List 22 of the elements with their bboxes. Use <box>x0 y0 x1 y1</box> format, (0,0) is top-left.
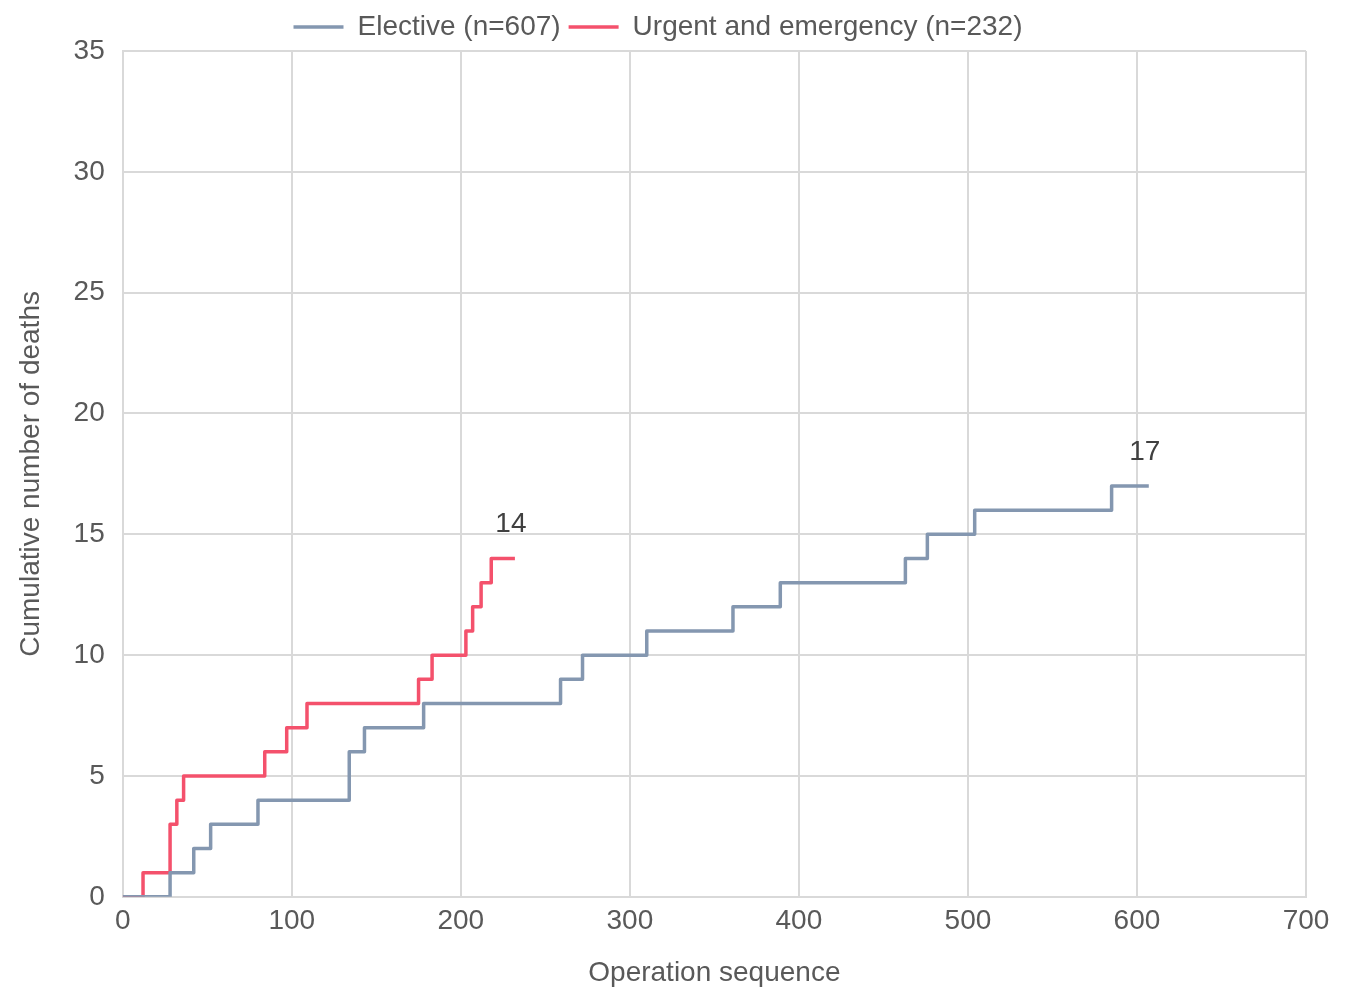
legend-label: Elective (n=607) <box>357 9 561 41</box>
y-tick-label: 10 <box>73 637 105 669</box>
y-tick-label: 30 <box>73 154 105 186</box>
annotation: 14 <box>495 507 527 539</box>
legend-label: Urgent and emergency (n=232) <box>632 9 1023 41</box>
x-tick-label: 300 <box>606 904 654 936</box>
y-tick-label: 5 <box>89 758 105 790</box>
x-tick-label: 200 <box>437 904 485 936</box>
y-tick-label: 20 <box>73 396 105 428</box>
x-tick-label: 600 <box>1113 904 1161 936</box>
x-tick-label: 500 <box>944 904 992 936</box>
x-tick-label: 100 <box>268 904 316 936</box>
y-axis-title: Cumulative number of deaths <box>13 291 45 657</box>
x-axis-title: Operation sequence <box>588 955 841 987</box>
y-tick-label: 0 <box>89 879 105 911</box>
x-tick-label: 700 <box>1282 904 1330 936</box>
annotation: 17 <box>1129 434 1161 466</box>
x-tick-label: 0 <box>114 904 131 936</box>
y-tick-label: 35 <box>73 33 105 65</box>
y-tick-label: 25 <box>73 275 105 307</box>
x-tick-label: 400 <box>775 904 823 936</box>
y-tick-label: 15 <box>73 517 105 549</box>
